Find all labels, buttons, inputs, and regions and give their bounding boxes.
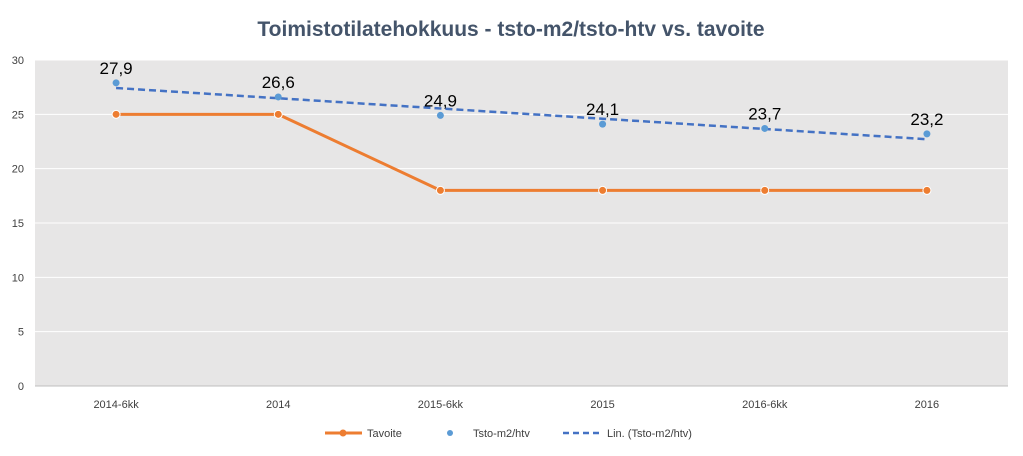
data-label: 23,7: [748, 104, 781, 123]
legend: Tavoite Tsto-m2/htv Lin. (Tsto-m2/htv): [325, 428, 692, 440]
legend-swatch-marker: [339, 429, 347, 437]
data-label: 23,2: [910, 110, 943, 129]
legend-item-trendline: Lin. (Tsto-m2/htv): [563, 428, 692, 440]
chart-title: Toimistotilatehokkuus - tsto-m2/tsto-htv…: [257, 18, 764, 41]
legend-item-tsto: Tsto-m2/htv: [447, 428, 530, 440]
y-tick-label: 20: [12, 164, 24, 176]
legend-item-tavoite: Tavoite: [325, 428, 402, 440]
series-tavoite-line: [116, 112, 927, 192]
y-tick-label: 15: [12, 218, 24, 230]
x-tick-label: 2016: [915, 399, 939, 411]
series-tsto-point: [274, 93, 282, 101]
series-tsto-point: [761, 124, 769, 132]
legend-swatch-marker: [447, 430, 453, 436]
data-labels: 27,9 26,6 24,9 24,1 23,7 23,2: [100, 59, 944, 129]
series-trendline: [116, 86, 927, 141]
y-axis-ticks: 0 5 10 15 20 25 30: [12, 55, 24, 393]
data-label: 24,1: [586, 100, 619, 119]
legend-label: Tavoite: [367, 428, 402, 440]
series-layer: [111, 79, 932, 195]
series-tsto-point: [923, 130, 931, 138]
x-tick-label: 2014: [266, 399, 290, 411]
data-label: 26,6: [262, 73, 295, 92]
x-tick-label: 2016-6kk: [742, 399, 788, 411]
series-tsto-point: [112, 79, 120, 87]
series-tavoite-point: [435, 185, 445, 195]
series-tsto-point: [599, 120, 607, 128]
series-tavoite-point: [273, 109, 283, 119]
series-tavoite-point: [598, 185, 608, 195]
x-axis-ticks: 2014-6kk 2014 2015-6kk 2015 2016-6kk 2016: [93, 399, 939, 411]
series-tavoite-point: [111, 109, 121, 119]
legend-label: Lin. (Tsto-m2/htv): [607, 428, 692, 440]
y-tick-label: 30: [12, 55, 24, 67]
x-tick-label: 2015: [590, 399, 614, 411]
series-tsto-point: [436, 111, 444, 119]
y-tick-label: 5: [18, 327, 24, 339]
data-label: 24,9: [424, 91, 457, 110]
x-tick-label: 2015-6kk: [418, 399, 464, 411]
y-tick-label: 25: [12, 109, 24, 121]
legend-label: Tsto-m2/htv: [473, 428, 530, 440]
y-tick-label: 0: [18, 381, 24, 393]
y-tick-label: 10: [12, 272, 24, 284]
x-tick-label: 2014-6kk: [93, 399, 139, 411]
series-tavoite-point: [760, 185, 770, 195]
data-label: 27,9: [100, 59, 133, 78]
series-tavoite-point: [922, 185, 932, 195]
